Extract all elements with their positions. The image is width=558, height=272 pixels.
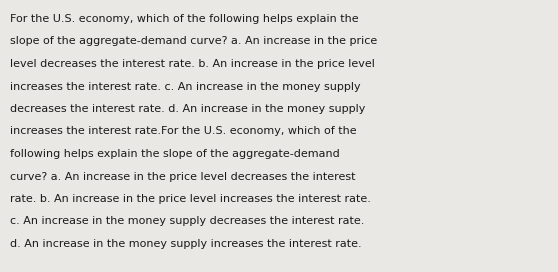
Text: rate. b. An increase in the price level increases the interest rate.: rate. b. An increase in the price level … (10, 194, 371, 204)
Text: curve? a. An increase in the price level decreases the interest: curve? a. An increase in the price level… (10, 172, 355, 181)
Text: decreases the interest rate. d. An increase in the money supply: decreases the interest rate. d. An incre… (10, 104, 365, 114)
Text: d. An increase in the money supply increases the interest rate.: d. An increase in the money supply incre… (10, 239, 362, 249)
Text: increases the interest rate.For the U.S. economy, which of the: increases the interest rate.For the U.S.… (10, 126, 357, 137)
Text: following helps explain the slope of the aggregate-demand: following helps explain the slope of the… (10, 149, 340, 159)
Text: level decreases the interest rate. b. An increase in the price level: level decreases the interest rate. b. An… (10, 59, 375, 69)
Text: For the U.S. economy, which of the following helps explain the: For the U.S. economy, which of the follo… (10, 14, 359, 24)
Text: slope of the aggregate-demand curve? a. An increase in the price: slope of the aggregate-demand curve? a. … (10, 36, 377, 47)
Text: c. An increase in the money supply decreases the interest rate.: c. An increase in the money supply decre… (10, 217, 364, 227)
Text: increases the interest rate. c. An increase in the money supply: increases the interest rate. c. An incre… (10, 82, 360, 91)
